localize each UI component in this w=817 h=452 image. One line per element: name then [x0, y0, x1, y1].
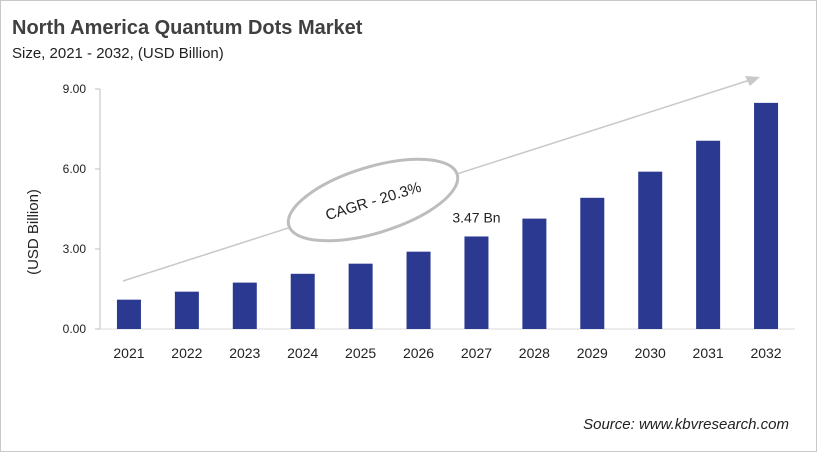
cagr-ellipse — [286, 157, 460, 243]
x-tick-label: 2028 — [519, 345, 550, 361]
y-axis-label: (USD Billion) — [25, 189, 42, 275]
bar-2022 — [174, 291, 199, 329]
x-tick-label: 2024 — [287, 345, 318, 361]
chart-subtitle: Size, 2021 - 2032, (USD Billion) — [12, 45, 224, 62]
x-tick-label: 2029 — [577, 345, 608, 361]
y-tick-label: 9.00 — [63, 82, 87, 96]
x-tick-label: 2032 — [750, 345, 781, 361]
bar-2027 — [464, 236, 489, 329]
chart-title: North America Quantum Dots Market — [12, 17, 363, 39]
bar-2028 — [522, 218, 547, 329]
bar-2026 — [406, 251, 431, 329]
bar-2021 — [116, 299, 141, 329]
y-tick-label: 0.00 — [63, 322, 87, 336]
y-tick-label: 6.00 — [63, 162, 87, 176]
x-tick-label: 2025 — [345, 345, 376, 361]
y-tick-label: 3.00 — [63, 242, 87, 256]
bar-2023 — [232, 282, 257, 329]
bar-2024 — [290, 273, 315, 329]
x-tick-label: 2023 — [229, 345, 260, 361]
bar-2029 — [580, 197, 605, 329]
bar-2025 — [348, 263, 373, 329]
x-tick-label: 2027 — [461, 345, 492, 361]
x-tick-label: 2031 — [693, 345, 724, 361]
data-label: 3.47 Bn — [452, 209, 500, 225]
bar-2031 — [696, 140, 721, 329]
source-note: Source: www.kbvresearch.com — [583, 416, 789, 433]
bar-2030 — [638, 171, 663, 329]
bar-2032 — [754, 102, 779, 329]
x-tick-label: 2022 — [171, 345, 202, 361]
x-tick-label: 2030 — [635, 345, 666, 361]
x-tick-label: 2026 — [403, 345, 434, 361]
x-tick-label: 2021 — [113, 345, 144, 361]
